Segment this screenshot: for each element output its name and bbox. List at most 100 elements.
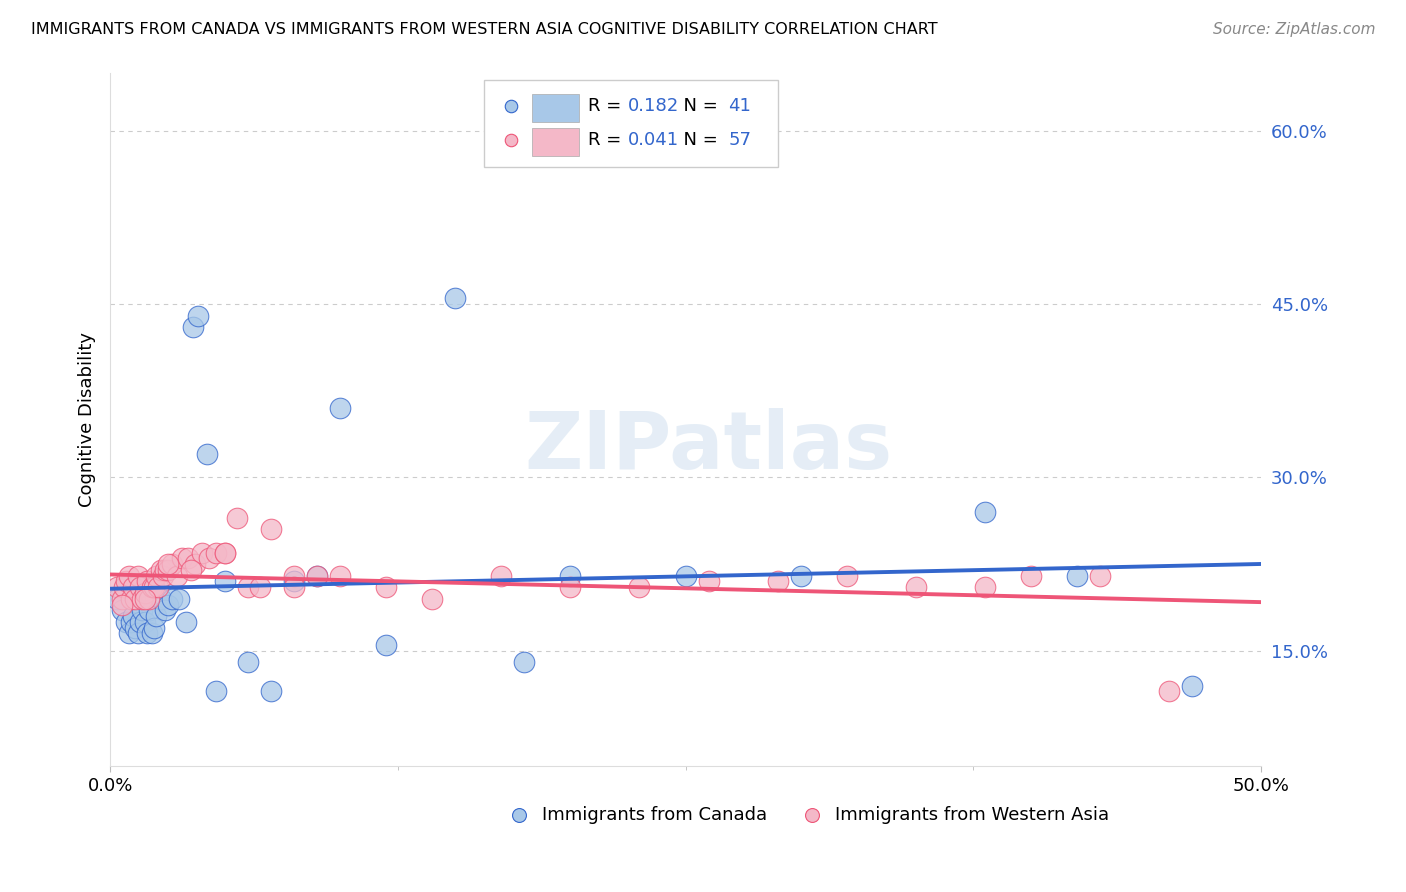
Point <box>127 568 149 582</box>
Point <box>973 580 995 594</box>
Text: ZIPatlas: ZIPatlas <box>524 409 893 486</box>
Point <box>117 568 139 582</box>
Point <box>117 626 139 640</box>
Point <box>1181 679 1204 693</box>
Point <box>973 505 995 519</box>
Point <box>111 598 134 612</box>
Point <box>145 568 167 582</box>
Point <box>155 563 177 577</box>
Point <box>225 511 247 525</box>
Point <box>628 580 651 594</box>
Point <box>697 574 720 589</box>
Point <box>1019 568 1042 582</box>
Point <box>283 574 305 589</box>
Point <box>444 291 467 305</box>
Text: Immigrants from Western Asia: Immigrants from Western Asia <box>835 806 1109 824</box>
Point <box>214 546 236 560</box>
Point <box>136 574 159 589</box>
Point <box>238 580 260 594</box>
Text: 41: 41 <box>728 97 751 115</box>
Point <box>560 568 582 582</box>
Point <box>105 580 128 594</box>
Point <box>142 580 165 594</box>
Text: N =: N = <box>672 131 723 149</box>
FancyBboxPatch shape <box>484 80 778 167</box>
Point <box>513 656 536 670</box>
Point <box>283 568 305 582</box>
Point <box>180 563 202 577</box>
Point <box>283 580 305 594</box>
Point <box>260 523 283 537</box>
Point <box>134 586 156 600</box>
Point <box>105 591 128 606</box>
Point <box>149 563 172 577</box>
Point <box>1157 684 1180 698</box>
FancyBboxPatch shape <box>533 95 578 122</box>
Point <box>766 574 789 589</box>
Text: IMMIGRANTS FROM CANADA VS IMMIGRANTS FROM WESTERN ASIA COGNITIVE DISABILITY CORR: IMMIGRANTS FROM CANADA VS IMMIGRANTS FRO… <box>31 22 938 37</box>
Point <box>166 568 188 582</box>
Point <box>141 580 163 594</box>
Point <box>187 309 209 323</box>
Point <box>560 580 582 594</box>
Point <box>167 591 190 606</box>
Point <box>329 568 352 582</box>
Text: 0.182: 0.182 <box>628 97 679 115</box>
Point <box>156 557 179 571</box>
Point <box>170 551 193 566</box>
Point <box>249 580 271 594</box>
Text: N =: N = <box>672 97 723 115</box>
Point <box>214 546 236 560</box>
Point <box>214 574 236 589</box>
Point <box>260 684 283 698</box>
Point <box>675 568 697 582</box>
Point <box>131 591 153 606</box>
Point <box>184 557 207 571</box>
Point <box>112 580 135 594</box>
Point <box>148 580 170 594</box>
Point <box>124 591 146 606</box>
Text: 0.041: 0.041 <box>628 131 679 149</box>
Point <box>129 615 152 629</box>
Text: R =: R = <box>588 131 627 149</box>
Point <box>307 568 329 582</box>
Point <box>156 598 179 612</box>
Point <box>142 621 165 635</box>
Point <box>1088 568 1111 582</box>
Point <box>191 546 214 560</box>
Point <box>122 609 145 624</box>
Point <box>138 591 160 606</box>
Point <box>177 551 200 566</box>
Text: Source: ZipAtlas.com: Source: ZipAtlas.com <box>1212 22 1375 37</box>
Point <box>205 546 228 560</box>
Point <box>162 591 184 606</box>
Point <box>1066 568 1088 582</box>
Point <box>195 447 218 461</box>
Point <box>155 603 177 617</box>
Point <box>198 551 221 566</box>
Point <box>111 603 134 617</box>
Point <box>134 615 156 629</box>
Point <box>174 615 197 629</box>
Point <box>141 626 163 640</box>
Point <box>134 591 156 606</box>
Point <box>145 609 167 624</box>
Point <box>375 580 398 594</box>
Point <box>115 615 138 629</box>
Point <box>111 591 134 606</box>
Text: Immigrants from Canada: Immigrants from Canada <box>541 806 766 824</box>
Point <box>156 563 179 577</box>
Point <box>904 580 927 594</box>
Point <box>329 401 352 416</box>
Point <box>162 557 184 571</box>
Point <box>789 568 811 582</box>
Point <box>491 568 513 582</box>
Point <box>131 603 153 617</box>
Point <box>120 591 142 606</box>
Point <box>835 568 858 582</box>
Point <box>122 580 145 594</box>
Text: 57: 57 <box>728 131 751 149</box>
Point <box>205 684 228 698</box>
Point <box>115 574 138 589</box>
Point <box>238 656 260 670</box>
